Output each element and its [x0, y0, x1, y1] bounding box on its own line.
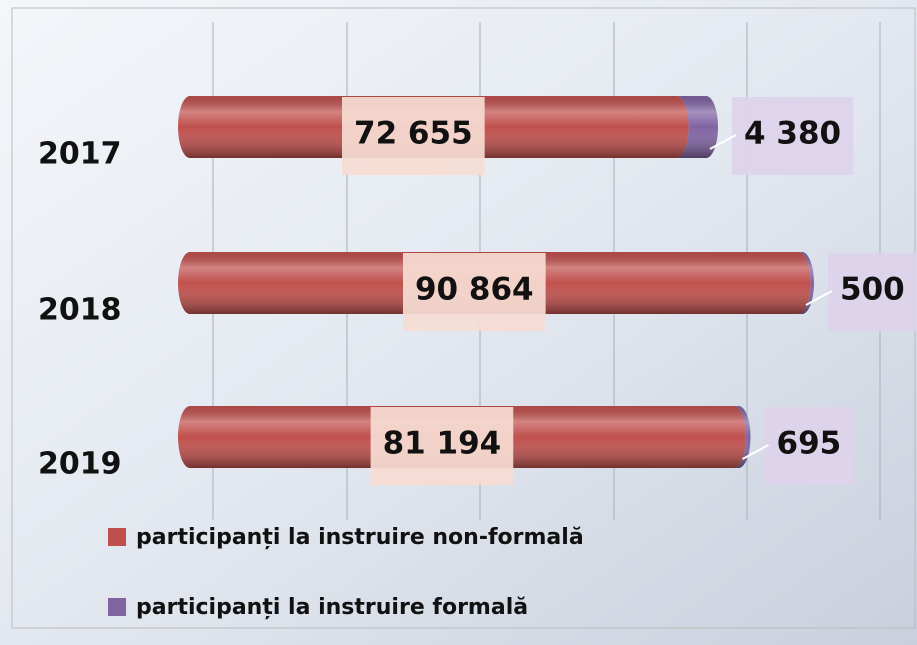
legend-label: participanți la instruire non-formală — [136, 525, 584, 550]
value-label-group: 4 380 — [732, 97, 854, 175]
leader-line — [742, 444, 770, 460]
value-label-box — [342, 97, 485, 175]
value-label-box — [732, 97, 854, 175]
leader-line — [709, 134, 737, 150]
value-label-group: 72 655 — [342, 97, 485, 175]
category-label: 2019 — [38, 447, 122, 482]
value-label-group: 90 864 — [402, 253, 546, 331]
value-label-group: 81 194 — [370, 407, 514, 485]
value-label-box — [370, 407, 514, 485]
value-label: 90 864 — [415, 272, 534, 308]
value-label-group: 695 — [764, 407, 854, 485]
value-label-group: 500 — [828, 253, 917, 331]
value-label: 4 380 — [744, 116, 841, 152]
legend-swatch — [108, 528, 126, 546]
value-label: 695 — [777, 426, 842, 462]
value-label-box — [828, 253, 917, 331]
value-label: 72 655 — [354, 116, 473, 152]
legend-label: participanți la instruire formală — [136, 595, 528, 620]
legend-swatch — [108, 598, 126, 616]
category-label: 2017 — [38, 137, 122, 172]
value-label-box — [402, 253, 546, 331]
leader-line — [805, 290, 833, 306]
value-label: 500 — [840, 272, 905, 308]
value-label: 81 194 — [383, 426, 502, 462]
value-label-box — [764, 407, 854, 485]
category-label: 2018 — [38, 293, 122, 328]
